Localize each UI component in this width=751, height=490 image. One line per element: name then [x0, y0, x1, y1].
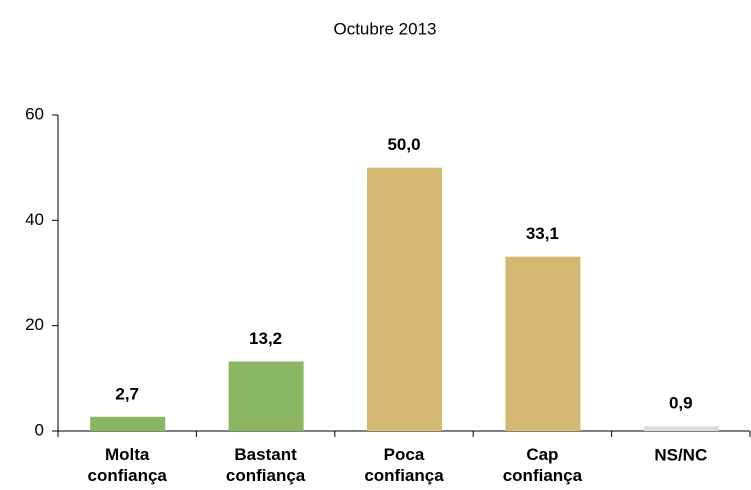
bar	[90, 416, 166, 431]
data-label: 33,1	[526, 224, 559, 243]
x-tick-label: Poca confiança	[364, 445, 444, 485]
x-tick-label-line: Bastant	[234, 445, 297, 464]
x-tick-label: Bastant confiança	[226, 445, 306, 485]
x-tick-label-line: confiança	[364, 466, 444, 485]
x-tick-label-line: confiança	[503, 466, 583, 485]
chart-title: Octubre 2013	[333, 19, 436, 38]
x-tick-label-line: confiança	[226, 466, 306, 485]
x-tick-label-line: Poca	[384, 445, 425, 464]
bar	[367, 167, 442, 431]
x-tick-label-line: Molta	[105, 445, 150, 464]
data-label: 13,2	[249, 329, 282, 348]
x-tick-label-line: confiança	[88, 466, 168, 485]
x-tick-label-line: Cap	[526, 445, 558, 464]
bar	[505, 256, 581, 431]
data-label: 2,7	[115, 384, 139, 403]
data-label: 50,0	[387, 135, 420, 154]
x-tick-label: Molta confiança	[88, 445, 168, 485]
bar	[228, 361, 304, 431]
y-tick-label: 20	[25, 315, 44, 334]
y-tick-label: 60	[25, 104, 44, 123]
data-label: 0,9	[669, 394, 693, 413]
x-tick-label: NS/NC	[654, 445, 707, 464]
x-tick-label: Cap confiança	[503, 445, 583, 485]
bar	[643, 426, 719, 431]
y-tick-label: 40	[25, 210, 44, 229]
y-tick-label: 0	[35, 420, 44, 439]
